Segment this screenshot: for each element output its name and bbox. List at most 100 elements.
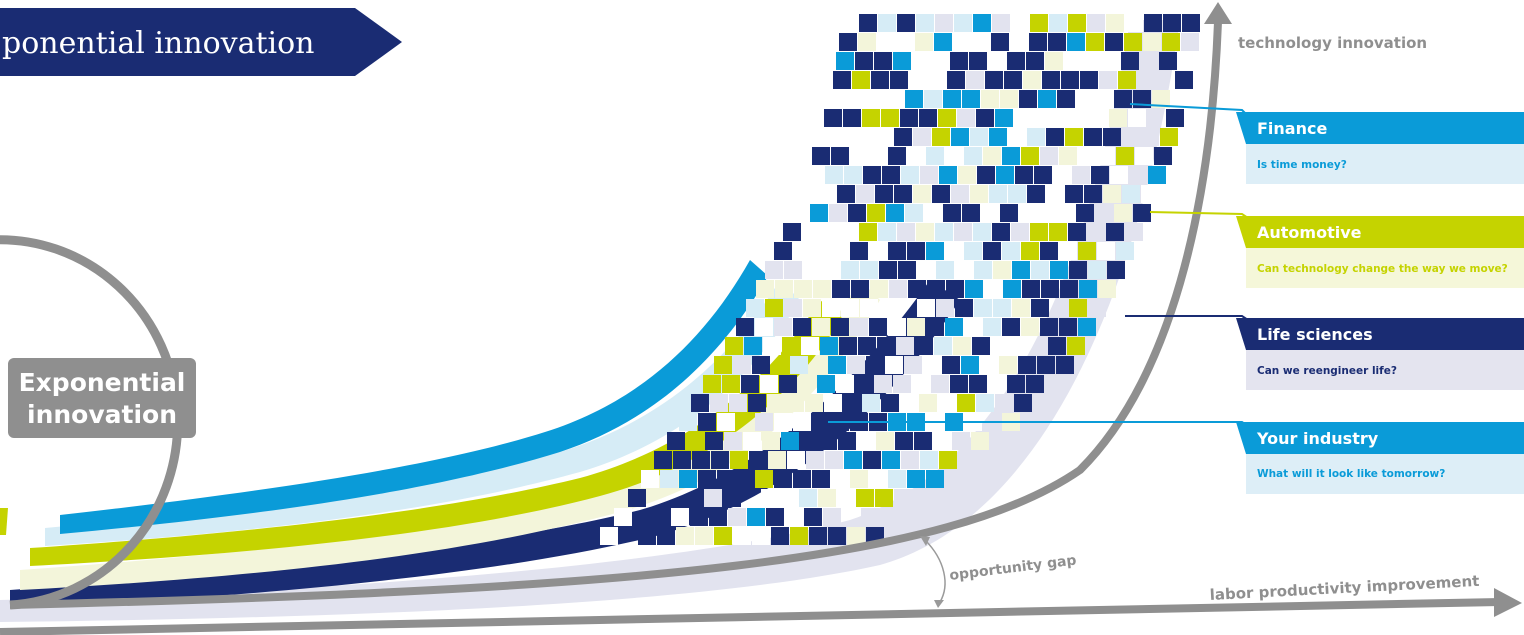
mosaic-tile [907,470,925,488]
mosaic-tile [881,109,899,127]
mosaic-tile [1071,109,1089,127]
mosaic-tile [1021,147,1039,165]
mosaic-tile [1102,52,1120,70]
mosaic-tile [1059,147,1077,165]
mosaic-tile [1103,185,1121,203]
mosaic-tile [809,527,827,545]
mosaic-tile [779,375,797,393]
mosaic-tile [964,242,982,260]
mosaic-tile [1040,318,1058,336]
mosaic-tile [832,280,850,298]
y-axis-arrowhead [1204,2,1232,24]
mosaic-tile [1175,71,1193,89]
mosaic-tile [1065,128,1083,146]
mosaic-tile [1022,280,1040,298]
mosaic-tile [717,413,735,431]
mosaic-tile [831,318,849,336]
ribbon-lime [30,300,842,566]
mosaic-tile [976,394,994,412]
mosaic-tile [876,432,894,450]
mosaic-tile [1021,242,1039,260]
mosaic-tile [1087,14,1105,32]
mosaic-tile [905,204,923,222]
mosaic-tile [654,451,672,469]
mosaic-tile [1068,223,1086,241]
y-axis-curve [9,21,1222,609]
mosaic-tile [819,432,837,450]
mosaic-tile [1103,128,1121,146]
mosaic-tile [628,489,646,507]
mosaic-tile [882,451,900,469]
mosaic-tile [901,451,919,469]
mosaic-tile [793,470,811,488]
mosaic-tile [698,470,716,488]
mosaic-tile [908,280,926,298]
mosaic-tile [1023,71,1041,89]
mosaic-tile [782,337,800,355]
mosaic-tile [722,375,740,393]
mosaic-tile [1084,128,1102,146]
mosaic-tile [836,52,854,70]
mosaic-tile [805,394,823,412]
mosaic-tile [703,375,721,393]
innovation-ribbons [0,20,1180,622]
mosaic-tile [806,166,824,184]
mosaic-tile [784,299,802,317]
mosaic-tile [799,489,817,507]
mosaic-tile [923,356,941,374]
mosaic-tile [1114,204,1132,222]
mosaic-tile [926,242,944,260]
mosaic-tile [765,299,783,317]
mosaic-tile [1079,280,1097,298]
banner-title: ponential innovation [2,26,315,61]
mosaic-tile [889,280,907,298]
mosaic-tile [973,14,991,32]
industry-card-finance-body [1246,144,1524,184]
mosaic-tile [812,318,830,336]
mosaic-tile [671,508,689,526]
mosaic-tile [1078,318,1096,336]
mosaic-tile [904,356,922,374]
mosaic-tile [965,280,983,298]
mosaic-tile [1109,109,1127,127]
mosaic-tile [749,451,767,469]
mosaic-tile [943,204,961,222]
mosaic-tile [870,280,888,298]
mosaic-tile [886,204,904,222]
mosaic-tile [836,375,854,393]
mosaic-tile [825,451,843,469]
mosaic-tile [1097,147,1115,165]
mosaic-tile [763,337,781,355]
mosaic-tile [907,318,925,336]
mosaic-tile [953,33,971,51]
mosaic-tile [695,527,713,545]
mosaic-tile [919,394,937,412]
mosaic-tile [641,470,659,488]
industry-question-finance: Is time money? [1257,159,1347,171]
mosaic-tile [862,394,880,412]
mosaic-tile [1135,147,1153,165]
mosaic-tile [917,299,935,317]
mosaic-tile [1069,299,1087,317]
mosaic-tile [660,470,678,488]
mosaic-tile [938,394,956,412]
mosaic-tile [843,109,861,127]
mosaic-tile [869,470,887,488]
mosaic-tile [803,299,821,317]
mosaic-tile [744,337,762,355]
mosaic-tile [1042,71,1060,89]
mosaic-tile [829,204,847,222]
mosaic-tile [888,318,906,336]
mosaic-tile [878,14,896,32]
mosaic-tile [962,204,980,222]
mosaic-tile [766,508,784,526]
mosaic-tile [1171,90,1189,108]
mosaic-tile [924,204,942,222]
mosaic-tile [1097,242,1115,260]
mosaic-tile [1083,52,1101,70]
mosaic-tile [723,489,741,507]
mosaic-tile [976,109,994,127]
mosaic-tile [1049,223,1067,241]
mosaic-tile [939,451,957,469]
mosaic-tile [900,394,918,412]
